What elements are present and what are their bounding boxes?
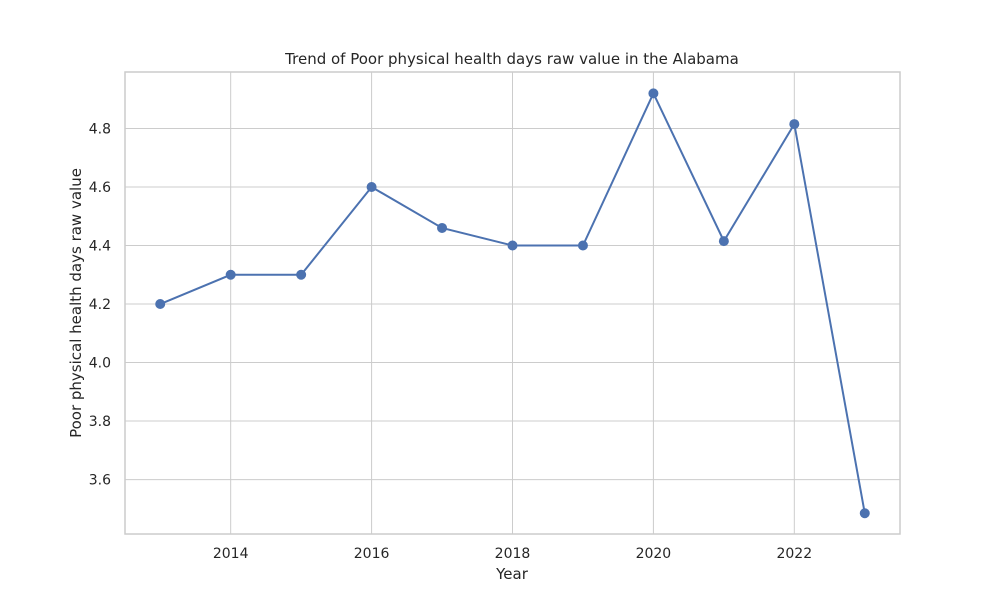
data-point — [648, 88, 659, 99]
x-tick-label: 2022 — [776, 546, 812, 562]
y-axis-title: Poor physical health days raw value — [67, 168, 85, 438]
y-tick-label: 4.8 — [89, 121, 111, 137]
data-point — [296, 269, 307, 280]
data-point — [225, 269, 236, 280]
data-point — [437, 222, 448, 233]
data-point — [718, 236, 729, 247]
data-point — [859, 508, 870, 519]
data-point — [789, 119, 800, 130]
y-tick-label: 3.6 — [89, 473, 111, 489]
chart-title: Trend of Poor physical health days raw v… — [284, 50, 739, 68]
data-point — [155, 299, 166, 310]
y-tick-label: 4.6 — [89, 180, 111, 196]
x-gridlines — [230, 72, 795, 534]
y-axis-ticks: 3.6 3.8 4.0 4.2 4.4 4.6 4.8 — [89, 121, 111, 488]
data-point — [577, 240, 588, 251]
y-tick-label: 3.8 — [89, 414, 111, 430]
x-tick-label: 2018 — [495, 546, 531, 562]
x-tick-label: 2020 — [636, 546, 672, 562]
plot-frame — [124, 71, 901, 535]
data-point — [366, 181, 377, 192]
series-group — [155, 88, 870, 519]
y-tick-label: 4.2 — [89, 297, 111, 313]
x-tick-label: 2016 — [354, 546, 390, 562]
x-axis-ticks: 2014 2016 2018 2020 2022 — [213, 546, 812, 562]
x-tick-label: 2014 — [213, 546, 249, 562]
data-point — [507, 240, 518, 251]
x-axis-title: Year — [495, 565, 529, 583]
y-tick-label: 4.0 — [89, 356, 111, 372]
y-gridlines — [125, 127, 900, 481]
y-tick-label: 4.4 — [89, 239, 111, 255]
